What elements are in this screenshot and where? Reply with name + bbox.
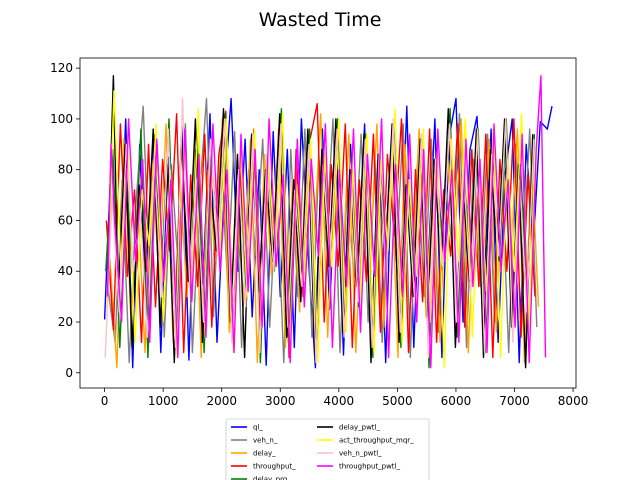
legend-entry: ql_ <box>253 424 263 432</box>
y-axis: 0 20 40 60 80 100 120 <box>50 61 80 380</box>
y-tick-label: 100 <box>50 112 73 126</box>
legend-entry: veh_n_ <box>253 437 278 445</box>
x-tick-label: 5000 <box>382 394 413 408</box>
legend: ql_ veh_n_ delay_ throughput_ delay_prg delay… <box>225 418 430 480</box>
y-tick-label: 20 <box>58 315 73 329</box>
x-tick-label: 7000 <box>499 394 530 408</box>
legend-entry: throughput_pwtl_ <box>339 463 400 471</box>
legend-frame <box>225 418 430 480</box>
x-tick-label: 2000 <box>206 394 237 408</box>
y-tick-label: 0 <box>65 366 73 380</box>
y-tick-label: 60 <box>58 213 73 227</box>
x-tick-label: 8000 <box>558 394 589 408</box>
x-tick-label: 6000 <box>441 394 472 408</box>
legend-entry: delay_ <box>253 450 276 458</box>
series-layer <box>103 75 553 369</box>
x-tick-label: 3000 <box>265 394 296 408</box>
y-tick-label: 120 <box>50 61 73 75</box>
x-tick-label: 1000 <box>148 394 179 408</box>
series-line-delay <box>109 113 540 369</box>
legend-entry: throughput_ <box>253 463 296 471</box>
chart-title: Wasted Time <box>259 9 382 31</box>
legend-entry: delay_pwtl_ <box>339 424 380 432</box>
plot-area-frame <box>79 57 577 389</box>
y-tick-label: 40 <box>58 264 73 278</box>
legend-entry: delay_prg <box>253 476 287 480</box>
x-tick-label: 4000 <box>324 394 355 408</box>
series-line-veh-n-pwtl <box>104 97 535 364</box>
series-line-throughput-pwtl <box>106 75 547 369</box>
x-tick-label: 0 <box>101 394 109 408</box>
y-tick-label: 80 <box>58 163 73 177</box>
x-axis: 0 1000 2000 3000 4000 5000 6000 7000 8000 <box>101 388 589 408</box>
legend-entry: veh_n_pwtl_ <box>339 450 382 458</box>
legend-entry: act_throughput_mqr_ <box>339 437 414 445</box>
